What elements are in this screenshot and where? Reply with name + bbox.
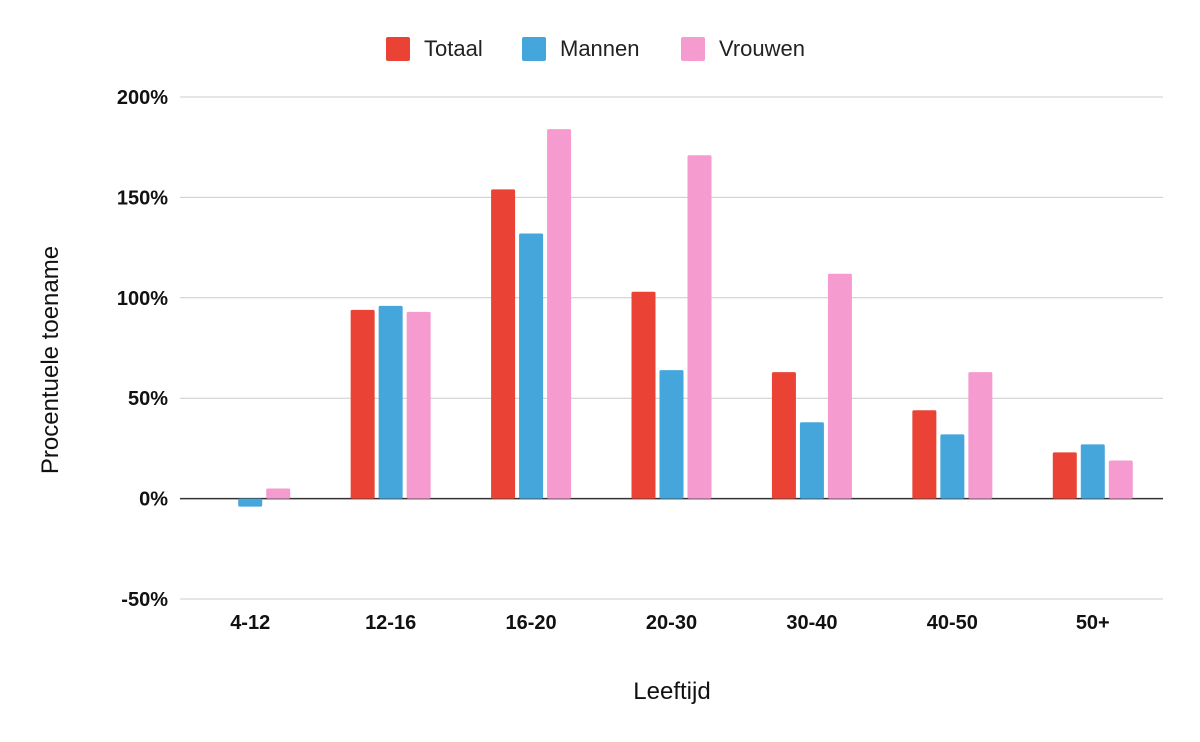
legend-label-mannen: Mannen <box>560 36 640 61</box>
x-tick-label: 50+ <box>1076 612 1110 634</box>
y-tick-label: 0% <box>139 489 168 511</box>
bar-vrouwen-50+ <box>1108 460 1133 499</box>
bar-mannen-20-30 <box>659 370 684 499</box>
y-tick-label: -50% <box>121 589 168 611</box>
x-tick-label: 12-16 <box>365 612 416 634</box>
legend-swatch-mannen <box>522 37 546 61</box>
bar-mannen-30-40 <box>799 422 824 499</box>
x-tick-label: 20-30 <box>646 612 697 634</box>
bar-totaal-20-30 <box>631 291 656 499</box>
bar-vrouwen-16-20 <box>547 129 572 499</box>
bar-totaal-30-40 <box>771 372 796 499</box>
x-tick-label: 16-20 <box>505 612 556 634</box>
bar-totaal-12-16 <box>350 309 375 499</box>
bar-totaal-16-20 <box>491 189 516 499</box>
y-axis-ticks: -50% 0% 50% 100% 150% 200% <box>117 87 168 611</box>
x-tick-label: 40-50 <box>927 612 978 634</box>
bar-vrouwen-4-12 <box>266 488 291 499</box>
grid-lines <box>180 96 1163 600</box>
bar-mannen-12-16 <box>378 305 403 499</box>
y-tick-label: 150% <box>117 187 168 209</box>
y-tick-label: 50% <box>128 388 168 410</box>
y-axis-title: Procentuele toename <box>37 246 64 474</box>
bar-totaal-50+ <box>1052 452 1077 499</box>
bar-mannen-50+ <box>1080 444 1105 499</box>
legend-label-vrouwen: Vrouwen <box>719 36 805 61</box>
bar-vrouwen-40-50 <box>968 372 993 499</box>
bar-vrouwen-20-30 <box>687 155 712 499</box>
bar-vrouwen-12-16 <box>406 311 431 499</box>
legend-label-totaal: Totaal <box>424 36 483 61</box>
legend-swatch-totaal <box>386 37 410 61</box>
x-axis-title: Leeftijd <box>633 678 710 705</box>
bar-totaal-40-50 <box>912 410 937 499</box>
bar-mannen-16-20 <box>519 233 544 499</box>
x-tick-label: 4-12 <box>230 612 270 634</box>
legend: Totaal Mannen Vrouwen <box>386 36 805 61</box>
x-axis-ticks: 4-12 12-16 16-20 20-30 30-40 40-50 50+ <box>230 612 1110 634</box>
bar-mannen-40-50 <box>940 434 965 499</box>
bars <box>238 129 1133 507</box>
y-tick-label: 200% <box>117 87 168 109</box>
x-tick-label: 30-40 <box>786 612 837 634</box>
legend-swatch-vrouwen <box>681 37 705 61</box>
bar-vrouwen-30-40 <box>827 273 852 499</box>
bar-mannen-4-12 <box>238 498 263 507</box>
y-tick-label: 100% <box>117 288 168 310</box>
